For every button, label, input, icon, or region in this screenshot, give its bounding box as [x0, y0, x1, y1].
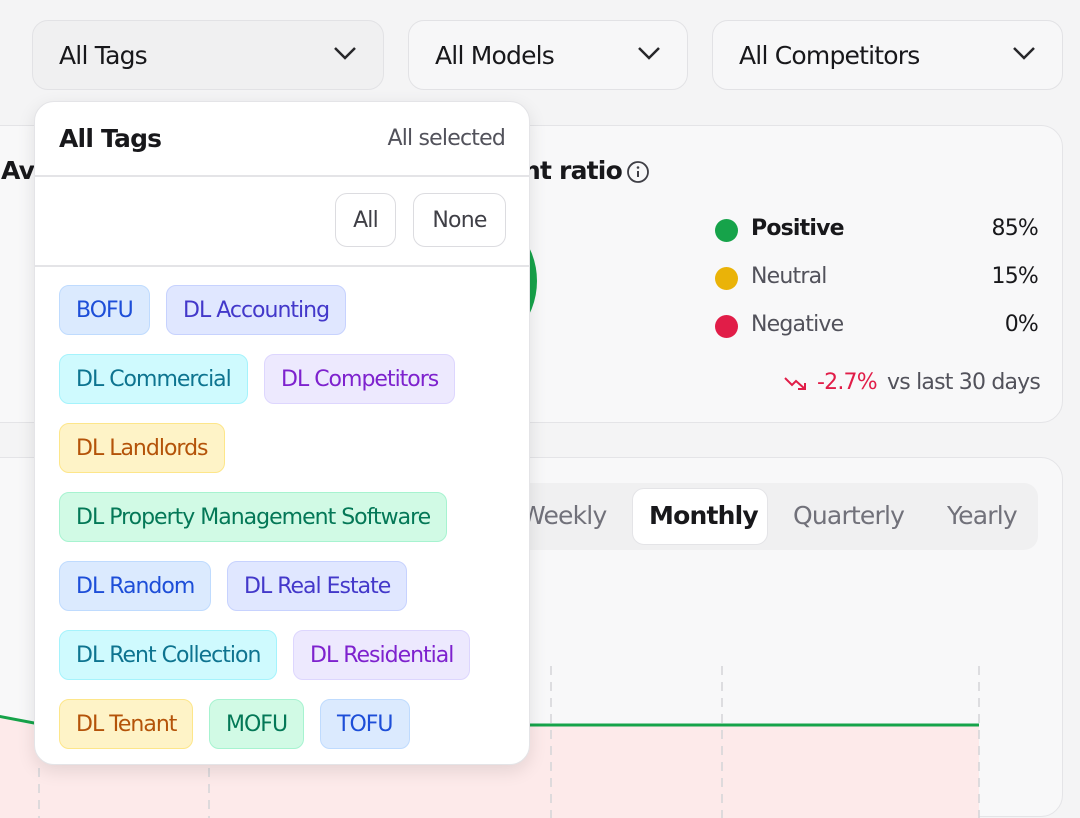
period-option[interactable]: Quarterly	[793, 501, 905, 530]
tag-chip[interactable]: DL Landlords	[59, 423, 225, 473]
tag-chip[interactable]: MOFU	[209, 699, 305, 749]
tag-chip[interactable]: DL Residential	[293, 630, 471, 680]
tag-chip[interactable]: DL Tenant	[59, 699, 194, 749]
period-option[interactable]: Monthly	[649, 501, 759, 530]
competitors-filter[interactable]: All Competitors	[712, 20, 1063, 90]
info-icon	[627, 161, 649, 183]
divider	[35, 175, 529, 177]
models-filter[interactable]: All Models	[408, 20, 688, 90]
legend-dot	[715, 267, 738, 290]
legend-value: 0%	[1004, 312, 1039, 337]
chevron	[334, 47, 356, 60]
tag-chip[interactable]: DL Rent Collection	[59, 630, 278, 680]
filter-label: All Tags	[59, 40, 148, 70]
chevron	[638, 47, 660, 60]
legend-dot	[715, 219, 738, 242]
change-value: -2.7%	[817, 370, 878, 395]
period-option[interactable]: Yearly	[947, 501, 1018, 530]
tag-chip[interactable]: BOFU	[59, 285, 150, 335]
legend-value: 85%	[991, 216, 1039, 241]
tag-chip[interactable]: DL Random	[59, 561, 212, 611]
legend-value: 15%	[991, 264, 1039, 289]
divider	[35, 265, 529, 267]
tag-chip[interactable]: DL Real Estate	[227, 561, 408, 611]
card-title: Av	[1, 156, 35, 185]
tag-chip[interactable]: DL Accounting	[166, 285, 347, 335]
tags-dropdown: All Tags All selected All None BOFU DL Ac…	[34, 101, 530, 765]
tag-chip[interactable]: TOFU	[320, 699, 410, 749]
page: All Tags All Models All Competitors Av n…	[0, 20, 1063, 818]
period-option[interactable]: Weekly	[521, 501, 607, 530]
card-title: nt ratio	[523, 156, 623, 185]
trend-down-icon	[784, 377, 806, 390]
tag-chip[interactable]: DL Property Management Software	[59, 492, 448, 542]
select-none-button[interactable]: None	[413, 193, 506, 247]
period-toggle	[501, 483, 1038, 550]
legend-dot	[715, 315, 738, 338]
dropdown-status: All selected	[387, 126, 505, 151]
filter-label: All Models	[435, 40, 555, 70]
change-note: vs last 30 days	[887, 370, 1041, 395]
tag-chip[interactable]: DL Competitors	[264, 354, 456, 404]
select-all-button[interactable]: All	[335, 193, 396, 247]
chevron	[1013, 47, 1035, 60]
tag-chip[interactable]: DL Commercial	[59, 354, 248, 404]
tags-filter[interactable]: All Tags	[32, 20, 384, 90]
legend-label: Positive	[751, 216, 845, 241]
legend-label: Neutral	[751, 264, 827, 289]
dropdown-title: All Tags	[59, 124, 162, 153]
filter-label: All Competitors	[739, 40, 920, 70]
legend-label: Negative	[751, 312, 844, 337]
selected-period	[632, 488, 768, 545]
